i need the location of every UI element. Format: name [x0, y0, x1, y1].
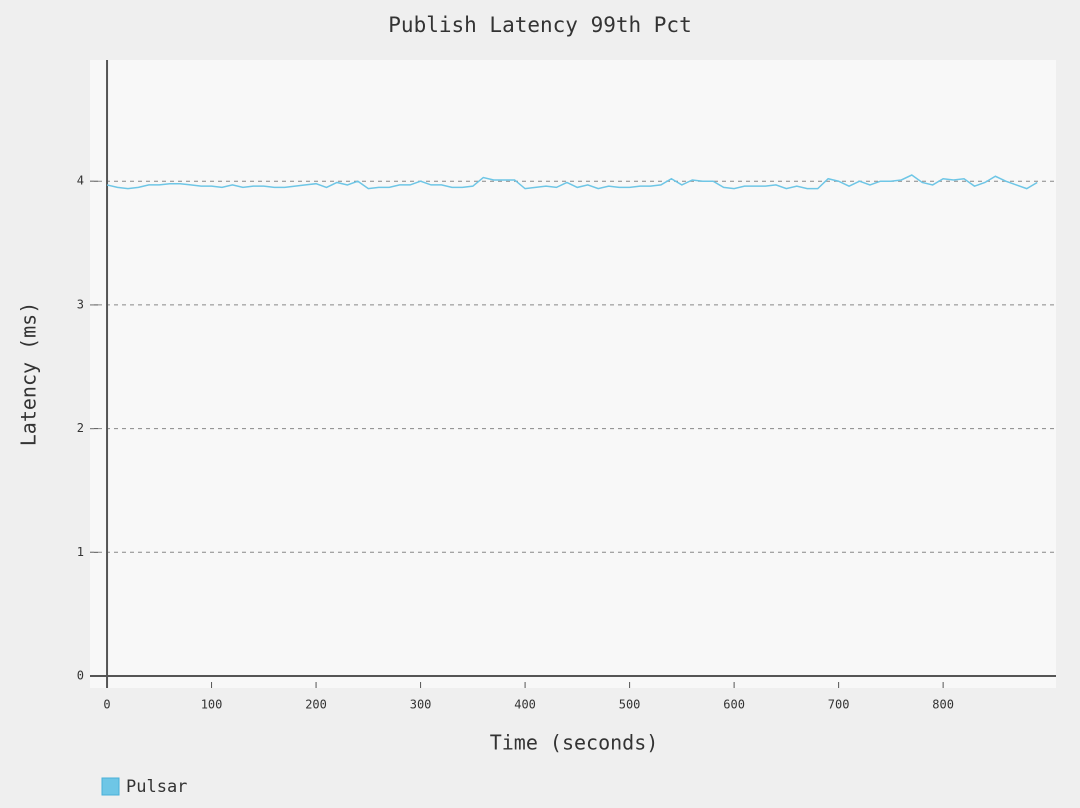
- legend-label: Pulsar: [126, 777, 187, 797]
- x-tick-label: 100: [201, 698, 223, 712]
- x-tick-label: 800: [932, 698, 954, 712]
- y-tick-label: 1: [77, 545, 84, 559]
- y-axis-label: Latency (ms): [17, 302, 41, 447]
- x-tick-label: 600: [723, 698, 745, 712]
- x-tick-label: 400: [514, 698, 536, 712]
- y-tick-label: 3: [77, 297, 84, 311]
- legend-swatch: [101, 777, 120, 796]
- x-tick-label: 0: [103, 698, 110, 712]
- chart-title: Publish Latency 99th Pct: [388, 13, 691, 37]
- plot-area: [90, 60, 1056, 688]
- data-line: [106, 174, 1038, 190]
- y-tick-label: 4: [77, 174, 84, 188]
- x-tick-label: 300: [410, 698, 432, 712]
- x-tick-label: 500: [619, 698, 641, 712]
- y-tick-label: 2: [77, 421, 84, 435]
- x-axis-label: Time (seconds): [490, 731, 659, 755]
- x-tick-label: 700: [828, 698, 850, 712]
- y-tick-label: 0: [77, 669, 84, 683]
- x-tick-label: 200: [305, 698, 327, 712]
